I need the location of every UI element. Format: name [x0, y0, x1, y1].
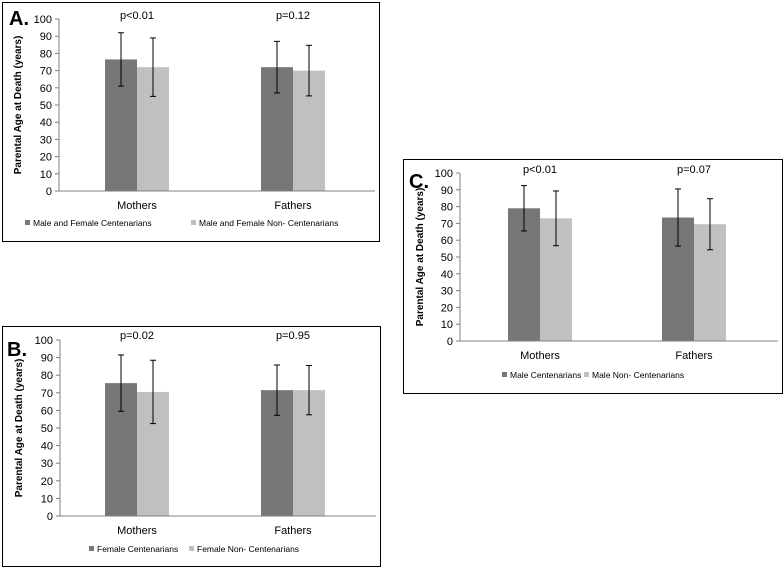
chart-b-y-tick-label: 70 — [41, 388, 53, 400]
chart-b-p-value-mothers: p=0.02 — [120, 330, 154, 342]
chart-c-legend-label-non-centenarians: Male Non- Centenarians — [592, 370, 684, 380]
chart-c-p-value-mothers: p<0.01 — [523, 164, 557, 176]
chart-b-y-tick-label: 60 — [41, 405, 53, 417]
chart-c-y-tick-label: 80 — [441, 202, 453, 214]
chart-b-y-tick-label: 40 — [41, 441, 53, 453]
chart-b-category-label-mothers: Mothers — [117, 525, 157, 537]
chart-a-y-tick-label: 10 — [40, 169, 52, 181]
chart-a-legend-swatch-non-centenarians — [191, 220, 196, 225]
chart-b-y-tick-label: 50 — [41, 423, 53, 435]
chart-b-panel-letter: B. — [7, 339, 27, 361]
chart-b-y-tick-label: 80 — [41, 370, 53, 382]
chart-c-y-tick-label: 20 — [441, 302, 453, 314]
chart-c-y-tick-label: 10 — [441, 319, 453, 331]
chart-c-y-tick-label: 100 — [435, 168, 453, 180]
chart-a-y-tick-label: 20 — [40, 152, 52, 164]
chart-a-legend-swatch-centenarians — [25, 220, 30, 225]
chart-c-y-tick-label: 30 — [441, 286, 453, 298]
chart-a-category-label-mothers: Mothers — [117, 200, 157, 212]
chart-b-p-value-fathers: p=0.95 — [276, 330, 310, 342]
chart-b-y-tick-label: 100 — [35, 335, 53, 347]
chart-b-legend-swatch-non-centenarians — [189, 546, 194, 551]
chart-c-category-label-mothers: Mothers — [520, 350, 560, 362]
chart-b-y-tick-label: 30 — [41, 458, 53, 470]
chart-b-svg: B.Parental Age at Death (years) 0 10 20 30 40… — [7, 330, 376, 554]
chart-b-y-tick-label: 20 — [41, 476, 53, 488]
chart-a-p-value-mothers: p<0.01 — [120, 10, 154, 22]
chart-b-y-tick-label: 0 — [47, 511, 53, 523]
chart-a-y-tick-label: 80 — [40, 48, 52, 60]
chart-c-category-label-fathers: Fathers — [675, 350, 713, 362]
chart-a-y-tick-label: 50 — [40, 100, 52, 112]
chart-panel-c: C. Parental Age at Death (years) 0 10 20 30 40… — [403, 159, 783, 394]
chart-a-y-tick-label: 90 — [40, 31, 52, 43]
chart-c-svg: C.Parental Age at Death (years) 0 10 20 30 40… — [409, 164, 778, 380]
chart-a-panel-letter: A. — [9, 8, 29, 30]
chart-panel-b: B. Parental Age at Death (years) 0 10 20 30 40… — [2, 326, 381, 567]
chart-c-legend-swatch-centenarians — [502, 372, 507, 377]
chart-a-y-tick-label: 60 — [40, 83, 52, 95]
chart-c-legend-label-centenarians: Male Centenarians — [510, 370, 581, 380]
chart-a-y-tick-label: 70 — [40, 66, 52, 78]
chart-b-category-label-fathers: Fathers — [274, 525, 312, 537]
chart-a-svg: A. Parental Age at Death (years) 0 10 20 30 40… — [9, 8, 375, 228]
chart-a-y-tick-label: 40 — [40, 117, 52, 129]
chart-b-y-axis-title: Parental Age at Death (years) — [14, 359, 25, 498]
chart-panel-a: A. Parental Age at Death (years) 0 10 20 30 40… — [2, 2, 380, 242]
chart-c-p-value-fathers: p=0.07 — [677, 164, 711, 176]
chart-a-y-tick-label: 30 — [40, 134, 52, 146]
chart-a-y-tick-label: 0 — [46, 186, 52, 198]
chart-a-p-value-fathers: p=0.12 — [276, 10, 310, 22]
chart-a-legend-label-centenarians: Male and Female Centenarians — [33, 218, 152, 228]
chart-b-y-tick-label: 10 — [41, 493, 53, 505]
chart-b-y-tick-label: 90 — [41, 353, 53, 365]
chart-b-legend-label-centenarians: Female Centenarians — [97, 544, 178, 554]
chart-c-y-tick-label: 50 — [441, 252, 453, 264]
chart-a-y-axis-title: Parental Age at Death (years) — [13, 36, 24, 175]
chart-b-legend-label-non-centenarians: Female Non- Centenarians — [197, 544, 299, 554]
chart-a-category-label-fathers: Fathers — [274, 200, 312, 212]
chart-c-legend-swatch-non-centenarians — [584, 372, 589, 377]
chart-a-y-tick-label: 100 — [34, 14, 52, 26]
chart-a-legend-label-non-centenarians: Male and Female Non- Centenarians — [199, 218, 338, 228]
chart-c-y-axis-title: Parental Age at Death (years) — [415, 188, 426, 327]
chart-b-legend-swatch-centenarians — [89, 546, 94, 551]
chart-c-y-tick-label: 60 — [441, 235, 453, 247]
chart-c-y-tick-label: 40 — [441, 269, 453, 281]
chart-c-y-tick-label: 90 — [441, 185, 453, 197]
chart-c-panel-letter: C. — [409, 171, 429, 193]
chart-c-y-tick-label: 70 — [441, 218, 453, 230]
chart-c-y-tick-label: 0 — [447, 336, 453, 348]
